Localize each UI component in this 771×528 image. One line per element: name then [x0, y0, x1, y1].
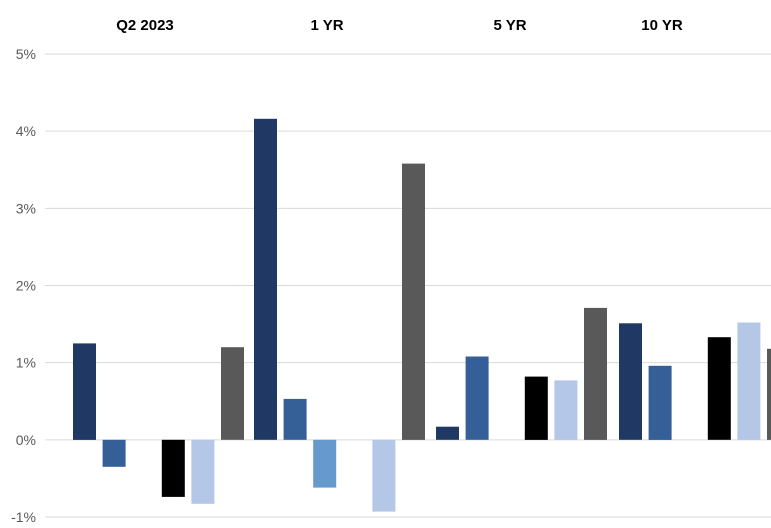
bar [221, 347, 244, 440]
y-tick-label: 3% [16, 200, 36, 216]
bar [465, 356, 489, 440]
y-tick-label: 1% [16, 355, 36, 371]
bar [402, 163, 425, 440]
bar [73, 343, 96, 440]
bar [554, 380, 578, 440]
bar [584, 307, 607, 440]
bar [737, 322, 761, 440]
category-label: Q2 2023 [116, 17, 174, 34]
y-tick-label: 2% [16, 278, 36, 294]
y-axis-ticks: -1% 0% 1% 2% 3% 4% 5% [11, 46, 36, 525]
bar [619, 323, 642, 440]
category-label: 5 YR [493, 17, 526, 34]
bar [648, 365, 672, 440]
bar [191, 439, 215, 504]
bar [436, 426, 459, 440]
bar [102, 439, 126, 467]
bars [73, 118, 771, 512]
bar [161, 439, 185, 497]
bar [707, 337, 731, 440]
y-tick-label: -1% [11, 509, 36, 523]
bar [313, 439, 337, 488]
bar [524, 376, 548, 440]
bar [254, 118, 277, 440]
y-tick-label: 4% [16, 123, 36, 139]
category-labels: Q2 2023 1 YR 5 YR 10 YR [116, 17, 683, 34]
category-label: 10 YR [641, 17, 683, 34]
bar [767, 348, 771, 440]
category-label: 1 YR [310, 17, 343, 34]
y-tick-label: 0% [16, 432, 36, 448]
bar [283, 398, 307, 440]
bar [372, 439, 396, 512]
y-tick-label: 5% [16, 46, 36, 62]
